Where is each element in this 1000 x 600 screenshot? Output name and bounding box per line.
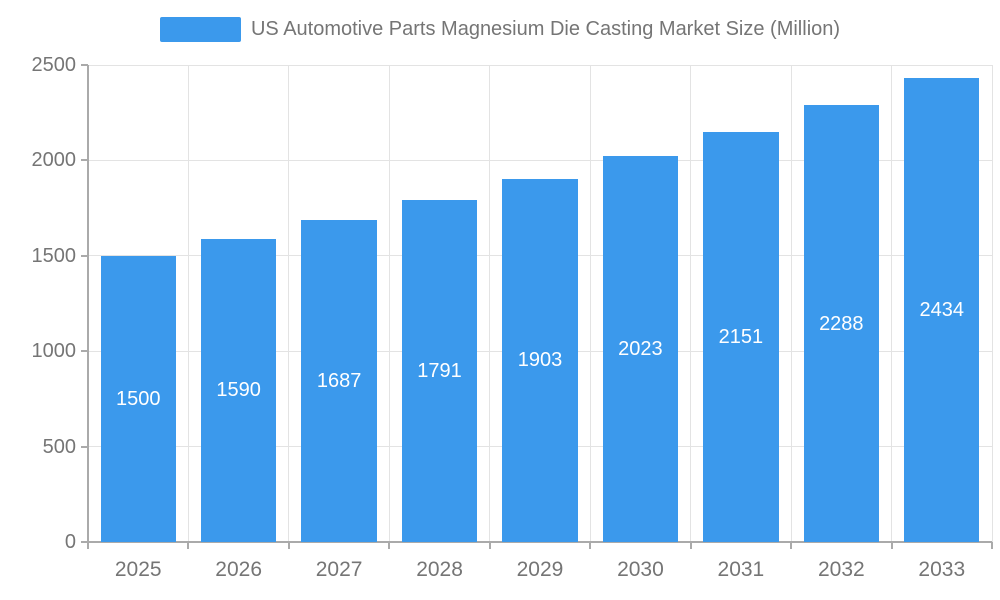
x-axis-tick-label: 2027 <box>315 558 363 581</box>
x-tick-mark <box>589 542 592 549</box>
v-gridline <box>790 65 792 542</box>
v-gridline <box>388 65 390 542</box>
x-axis-tick-label: 2029 <box>516 558 564 581</box>
bar[interactable] <box>100 255 176 542</box>
v-gridline <box>991 65 993 542</box>
bar-value-label: 1791 <box>417 360 462 383</box>
bar-value-label: 1687 <box>316 370 362 393</box>
y-tick-mark <box>81 64 88 66</box>
v-gridline <box>589 65 591 542</box>
bar[interactable] <box>904 77 980 542</box>
x-axis-tick-label: 2033 <box>918 558 966 581</box>
x-tick-mark <box>890 542 893 549</box>
y-axis-tick-label: 0 <box>64 531 76 553</box>
bar[interactable] <box>301 220 377 542</box>
v-gridline <box>288 65 290 542</box>
y-tick-mark <box>81 159 88 162</box>
x-tick-mark <box>87 542 89 549</box>
x-tick-mark <box>488 542 491 549</box>
y-axis-tick-label: 2500 <box>31 54 77 76</box>
x-tick-mark <box>388 542 391 549</box>
bar-value-label: 2434 <box>919 298 965 321</box>
y-tick-mark <box>81 254 88 257</box>
y-tick-mark <box>81 350 88 353</box>
bar[interactable] <box>502 178 578 542</box>
y-axis-tick-label: 1000 <box>31 340 77 363</box>
bar[interactable] <box>703 131 779 542</box>
x-axis-tick-label: 2025 <box>114 558 162 581</box>
bar[interactable] <box>401 200 478 542</box>
h-gridline <box>88 159 992 161</box>
v-gridline <box>489 65 491 542</box>
x-tick-mark <box>287 542 290 549</box>
bar[interactable] <box>602 156 679 542</box>
bar-value-label: 1500 <box>115 387 161 410</box>
y-axis-line <box>87 65 89 542</box>
x-tick-mark <box>187 542 190 549</box>
v-gridline <box>187 65 189 542</box>
bar-value-label: 2288 <box>819 312 864 335</box>
y-axis-tick-label: 2000 <box>31 149 77 172</box>
bar-value-label: 2151 <box>718 325 764 348</box>
y-axis-tick-label: 1500 <box>31 244 77 267</box>
x-axis-tick-label: 2032 <box>817 558 865 581</box>
y-axis-tick-label: 500 <box>42 435 76 458</box>
x-tick-mark <box>689 542 692 549</box>
x-axis-tick-label: 2028 <box>416 558 463 581</box>
y-tick-mark <box>81 445 88 448</box>
legend-swatch[interactable] <box>159 17 241 42</box>
v-gridline <box>690 65 692 542</box>
bar-value-label: 1903 <box>517 349 563 372</box>
x-tick-mark <box>790 542 793 549</box>
x-axis-tick-label: 2030 <box>617 558 664 581</box>
x-axis-tick-label: 2031 <box>717 558 765 581</box>
x-axis-line <box>81 541 992 543</box>
legend[interactable]: US Automotive Parts Magnesium Die Castin… <box>0 17 1000 42</box>
bar-value-label: 1590 <box>216 379 261 402</box>
bar[interactable] <box>803 105 879 542</box>
legend-label[interactable]: US Automotive Parts Magnesium Die Castin… <box>250 18 841 40</box>
h-gridline <box>88 64 992 66</box>
x-axis-tick-label: 2026 <box>215 558 263 581</box>
bar[interactable] <box>201 238 277 542</box>
bar-value-label: 2023 <box>618 338 663 360</box>
v-gridline <box>891 65 893 542</box>
x-tick-mark <box>991 542 993 549</box>
